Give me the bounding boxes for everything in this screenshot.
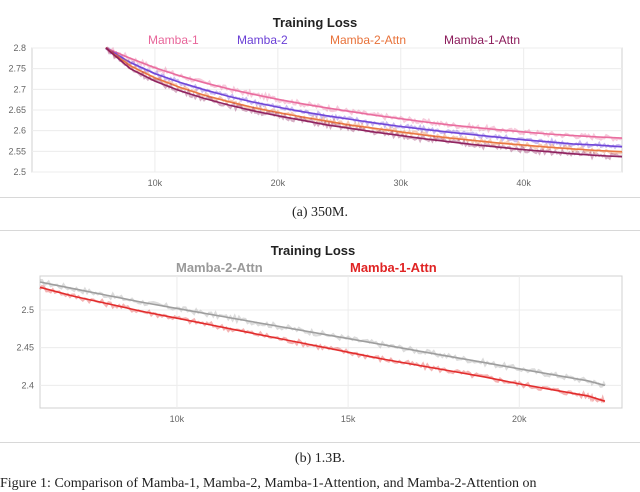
x-tick-label: 30k bbox=[393, 178, 408, 188]
legend-label: Mamba-2-Attn bbox=[176, 260, 263, 275]
x-tick-label: 10k bbox=[148, 178, 163, 188]
y-tick-label: 2.5 bbox=[13, 167, 26, 177]
x-tick-label: 40k bbox=[516, 178, 531, 188]
y-tick-label: 2.4 bbox=[21, 380, 34, 390]
caption-1-3b: (b) 1.3B. bbox=[294, 451, 346, 466]
y-tick-label: 2.75 bbox=[8, 64, 26, 74]
panel-a-frame bbox=[0, 0, 640, 198]
series-line bbox=[105, 47, 623, 153]
chart-350m: 2.5 2.55 2.6 2.65 2.7 2.75 2.8 10k 20k 30k 40k Trai… bbox=[8, 15, 623, 188]
y-tick-label: 2.65 bbox=[8, 105, 26, 115]
chart-title: Training Loss bbox=[271, 243, 356, 258]
series-line bbox=[105, 47, 623, 148]
chart-title: Training Loss bbox=[273, 15, 358, 30]
x-tick-label: 10k bbox=[170, 414, 185, 424]
legend-label: Mamba-1-Attn bbox=[444, 33, 520, 47]
series-band bbox=[105, 46, 623, 156]
legend-label: Mamba-2-Attn bbox=[330, 33, 406, 47]
series-line bbox=[39, 281, 606, 387]
chart-1-3b: 2.4 2.45 2.5 10k 15k 20k Training Loss Mamba-2-… bbox=[16, 243, 623, 424]
series-line bbox=[105, 47, 623, 158]
x-tick-label: 20k bbox=[271, 178, 286, 188]
legend-label: Mamba-1 bbox=[148, 33, 199, 47]
series-band bbox=[104, 46, 623, 150]
plot-area bbox=[39, 275, 623, 409]
y-tick-label: 2.8 bbox=[13, 43, 26, 53]
legend-label: Mamba-1-Attn bbox=[350, 260, 437, 275]
series-line bbox=[39, 286, 606, 402]
y-tick-label: 2.45 bbox=[16, 343, 34, 353]
figure-caption: Figure 1: Comparison of Mamba-1, Mamba-2… bbox=[0, 476, 537, 491]
x-tick-label: 20k bbox=[512, 414, 527, 424]
series-band bbox=[105, 46, 623, 142]
y-tick-label: 2.7 bbox=[13, 84, 26, 94]
x-tick-label: 15k bbox=[341, 414, 356, 424]
series-line bbox=[105, 47, 623, 139]
y-tick-label: 2.55 bbox=[8, 146, 26, 156]
legend-label: Mamba-2 bbox=[237, 33, 288, 47]
caption-350m: (a) 350M. bbox=[292, 205, 348, 220]
y-tick-label: 2.5 bbox=[21, 305, 34, 315]
y-tick-label: 2.6 bbox=[13, 126, 26, 136]
panel-b-frame bbox=[0, 230, 640, 443]
series-band bbox=[105, 46, 623, 161]
